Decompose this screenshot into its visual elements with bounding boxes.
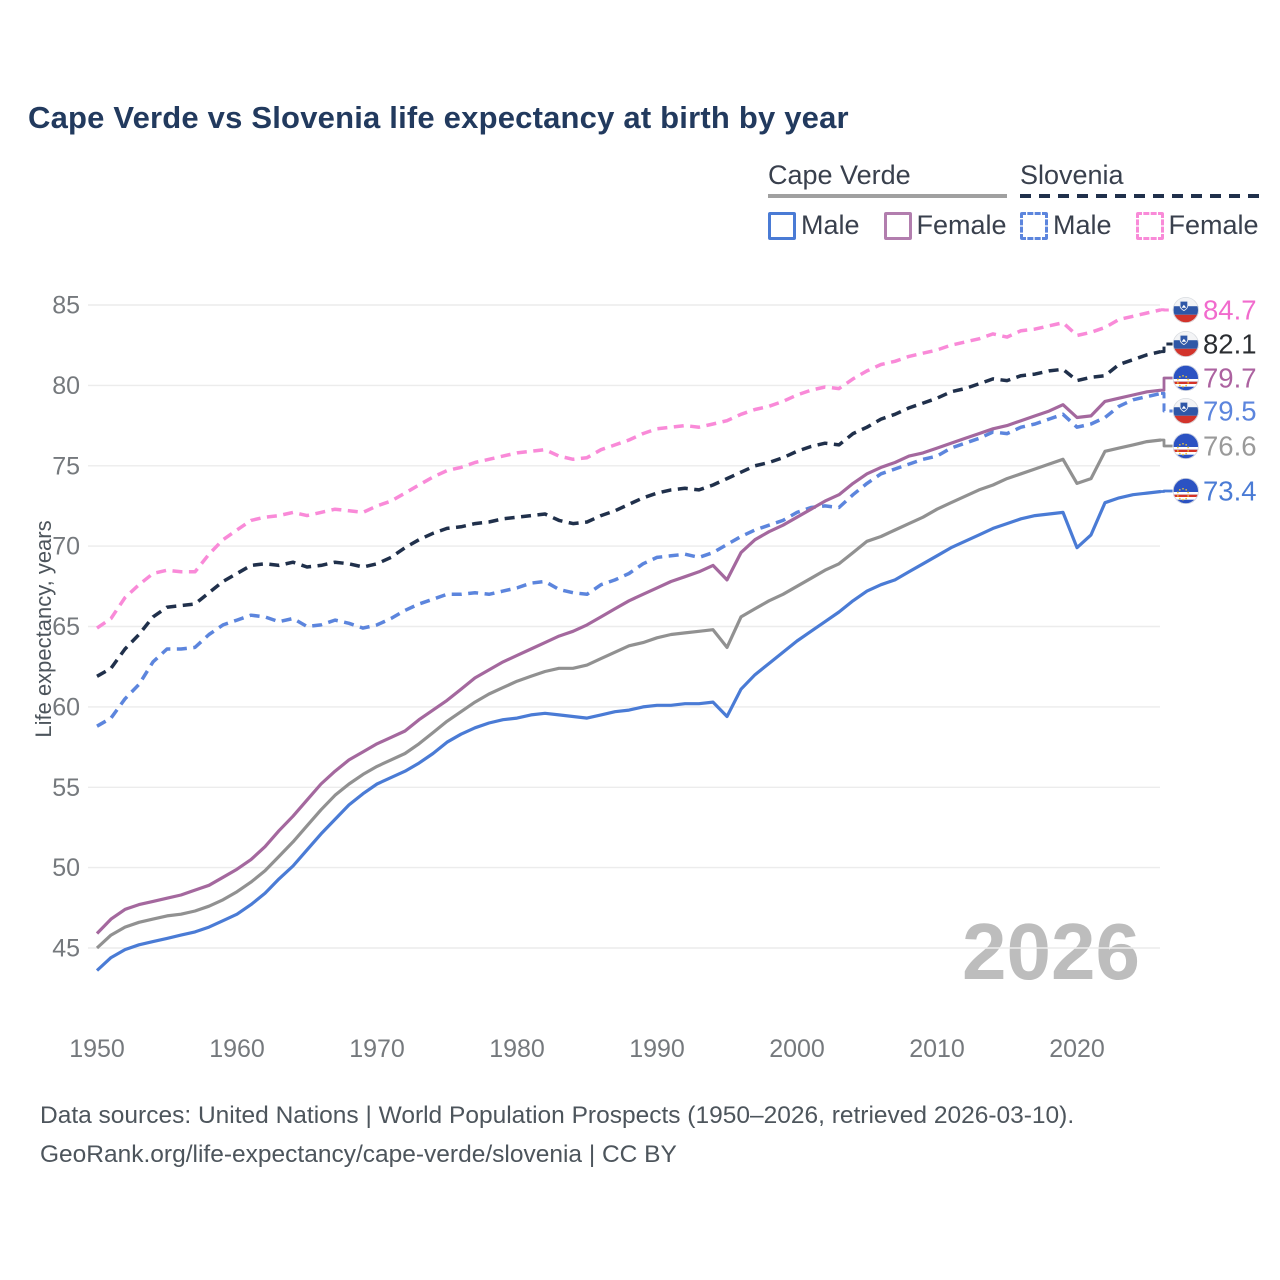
slovenia-male-swatch-icon[interactable]	[1020, 211, 1048, 240]
watermark-year: 2026	[962, 907, 1140, 996]
legend-group-slovenia: Slovenia Male Female	[1020, 160, 1259, 241]
y-tick-label-75: 75	[52, 452, 80, 480]
footer-attribution-link: GeoRank.org/life-expectancy/cape-verde/s…	[40, 1140, 677, 1168]
end-value-label-cape-verde-male: 73.4	[1203, 476, 1257, 507]
end-value-label-cape-verde-all: 76.6	[1203, 431, 1257, 462]
x-tick-label-1980: 1980	[489, 1035, 545, 1063]
slovenia-flag-icon	[1172, 397, 1199, 425]
legend-group-title-slovenia: Slovenia	[1020, 160, 1124, 190]
leader-line-slovenia-all	[1161, 342, 1173, 354]
y-tick-label-80: 80	[52, 372, 80, 400]
x-tick-label-1950: 1950	[69, 1035, 125, 1063]
y-tick-label-55: 55	[52, 774, 80, 802]
leader-line-cape-verde-female	[1161, 376, 1173, 392]
legend-item-cape-verde-female[interactable]: Female	[883, 210, 1007, 241]
gridlines	[88, 304, 1160, 949]
x-tick-label-1970: 1970	[349, 1035, 405, 1063]
legend-item-label: Female	[1168, 210, 1259, 240]
legend-item-slovenia-male[interactable]: Male	[1020, 210, 1112, 241]
end-value-label-slovenia-male: 79.5	[1203, 396, 1257, 427]
x-tick-label-2010: 2010	[909, 1035, 965, 1063]
y-tick-label-85: 85	[52, 292, 80, 320]
cape-verde-line-style-sample	[768, 194, 1007, 198]
page-title: Cape Verde vs Slovenia life expectancy a…	[28, 100, 849, 135]
x-tick-label-2020: 2020	[1049, 1035, 1105, 1063]
end-value-label-slovenia-all: 82.1	[1203, 329, 1257, 360]
slovenia-flag-icon	[1172, 330, 1199, 358]
series-line-slovenia-all	[96, 349, 1162, 678]
series-line-cape-verde-male	[95, 489, 1162, 972]
leader-line-cape-verde-male	[1161, 489, 1173, 493]
series-line-slovenia-female	[96, 308, 1162, 630]
y-tick-label-45: 45	[52, 935, 80, 963]
legend-item-label: Male	[1053, 210, 1112, 240]
footer: Data sources: United Nations | World Pop…	[40, 1097, 1074, 1174]
slovenia-line-style-sample	[1020, 194, 1259, 198]
legend-group-cape-verde: Cape Verde Male Female	[768, 160, 1007, 241]
cape-verde-female-swatch-icon[interactable]	[883, 211, 912, 240]
slovenia-flag-icon	[1172, 296, 1199, 324]
series-line-cape-verde-female	[95, 388, 1162, 935]
cape-verde-male-swatch-icon[interactable]	[768, 211, 796, 240]
x-tick-label-1960: 1960	[209, 1035, 265, 1063]
y-tick-label-65: 65	[52, 613, 80, 641]
cape-verde-flag-icon	[1172, 477, 1199, 505]
legend-item-cape-verde-male[interactable]: Male	[768, 210, 860, 241]
series-line-cape-verde-all	[95, 438, 1162, 950]
y-tick-label-60: 60	[52, 693, 80, 721]
x-tick-label-2000: 2000	[769, 1035, 825, 1063]
cape-verde-flag-icon	[1172, 432, 1199, 460]
y-tick-label-70: 70	[52, 533, 80, 561]
slovenia-female-swatch-icon[interactable]	[1135, 211, 1164, 240]
end-value-label-cape-verde-female: 79.7	[1203, 363, 1257, 394]
x-tick-label-1990: 1990	[629, 1035, 685, 1063]
legend-group-title-cape-verde: Cape Verde	[768, 160, 911, 190]
end-value-label-slovenia-female: 84.7	[1203, 295, 1257, 326]
y-tick-label-50: 50	[52, 854, 80, 882]
footer-data-sources: Data sources: United Nations | World Pop…	[40, 1102, 1075, 1129]
legend-item-label: Male	[801, 210, 860, 240]
cape-verde-flag-icon	[1172, 364, 1199, 392]
series-line-slovenia-male	[96, 391, 1162, 728]
leader-line-cape-verde-all	[1161, 438, 1173, 448]
legend-item-label: Female	[916, 210, 1007, 240]
legend-item-slovenia-female[interactable]: Female	[1135, 210, 1259, 241]
leader-line-slovenia-male	[1161, 391, 1173, 413]
